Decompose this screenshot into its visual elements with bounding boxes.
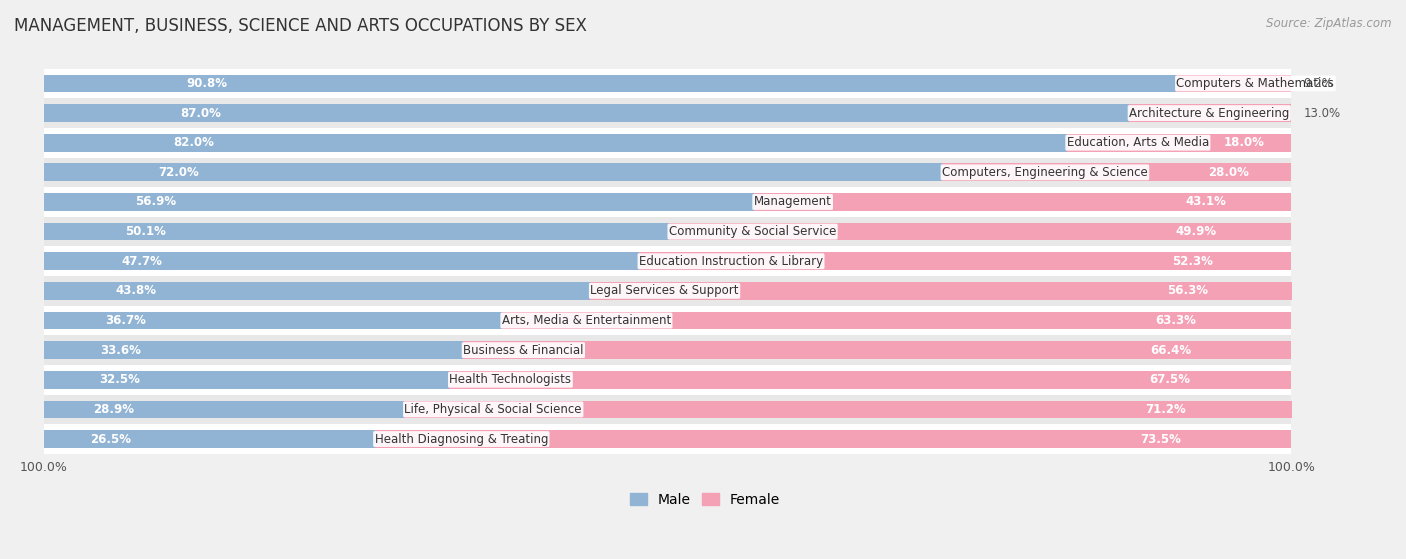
Text: Source: ZipAtlas.com: Source: ZipAtlas.com	[1267, 17, 1392, 30]
Text: 43.8%: 43.8%	[115, 285, 157, 297]
Bar	[405, 400, 1292, 418]
Bar	[44, 69, 1291, 98]
Bar	[44, 371, 450, 389]
Bar	[44, 335, 1291, 365]
Text: 100.0%: 100.0%	[1267, 461, 1315, 474]
Bar	[44, 74, 1177, 92]
Bar	[44, 163, 942, 181]
Text: 26.5%: 26.5%	[90, 433, 131, 446]
Bar	[44, 217, 1291, 247]
Bar	[44, 424, 1291, 454]
Text: Computers & Mathematics: Computers & Mathematics	[1177, 77, 1334, 90]
Text: 71.2%: 71.2%	[1144, 403, 1185, 416]
Text: 100.0%: 100.0%	[20, 461, 67, 474]
Text: Business & Financial: Business & Financial	[463, 344, 583, 357]
Bar	[1177, 74, 1291, 92]
Bar	[638, 252, 1291, 270]
Text: 13.0%: 13.0%	[1303, 107, 1341, 120]
Text: Education, Arts & Media: Education, Arts & Media	[1067, 136, 1209, 149]
Bar	[44, 222, 669, 240]
Text: 56.9%: 56.9%	[135, 196, 177, 209]
Text: 49.9%: 49.9%	[1175, 225, 1216, 238]
Bar	[1129, 104, 1291, 122]
Text: Education Instruction & Library: Education Instruction & Library	[638, 255, 823, 268]
Bar	[44, 311, 502, 329]
Bar	[44, 282, 591, 300]
Bar	[754, 193, 1291, 211]
Text: Architecture & Engineering: Architecture & Engineering	[1129, 107, 1289, 120]
Bar	[44, 98, 1291, 128]
Text: 36.7%: 36.7%	[105, 314, 146, 327]
Legend: Male, Female: Male, Female	[624, 487, 786, 512]
Bar	[44, 341, 463, 359]
Text: 63.3%: 63.3%	[1156, 314, 1197, 327]
Text: Health Technologists: Health Technologists	[450, 373, 571, 386]
Bar	[44, 365, 1291, 395]
Bar	[591, 282, 1292, 300]
Text: 32.5%: 32.5%	[98, 373, 139, 386]
Text: 43.1%: 43.1%	[1185, 196, 1226, 209]
Text: 50.1%: 50.1%	[125, 225, 166, 238]
Text: 33.6%: 33.6%	[101, 344, 142, 357]
Bar	[942, 163, 1291, 181]
Text: 9.2%: 9.2%	[1303, 77, 1333, 90]
Bar	[669, 222, 1291, 240]
Bar	[44, 104, 1129, 122]
Text: 72.0%: 72.0%	[157, 166, 198, 179]
Text: 90.8%: 90.8%	[186, 77, 228, 90]
Text: Legal Services & Support: Legal Services & Support	[591, 285, 738, 297]
Bar	[44, 430, 374, 448]
Bar	[44, 395, 1291, 424]
Text: 18.0%: 18.0%	[1223, 136, 1264, 149]
Text: Health Diagnosing & Treating: Health Diagnosing & Treating	[374, 433, 548, 446]
Text: 28.9%: 28.9%	[94, 403, 135, 416]
Text: 28.0%: 28.0%	[1208, 166, 1250, 179]
Text: Management: Management	[754, 196, 831, 209]
Text: 82.0%: 82.0%	[173, 136, 214, 149]
Bar	[44, 187, 1291, 217]
Bar	[463, 341, 1291, 359]
Text: 47.7%: 47.7%	[122, 255, 163, 268]
Bar	[44, 134, 1067, 151]
Bar	[44, 400, 405, 418]
Text: Life, Physical & Social Science: Life, Physical & Social Science	[405, 403, 582, 416]
Bar	[44, 306, 1291, 335]
Text: 52.3%: 52.3%	[1173, 255, 1213, 268]
Text: Computers, Engineering & Science: Computers, Engineering & Science	[942, 166, 1147, 179]
Text: 66.4%: 66.4%	[1150, 344, 1192, 357]
Text: 67.5%: 67.5%	[1149, 373, 1191, 386]
Text: 56.3%: 56.3%	[1167, 285, 1208, 297]
Bar	[502, 311, 1291, 329]
Bar	[1067, 134, 1291, 151]
Text: 73.5%: 73.5%	[1140, 433, 1181, 446]
Bar	[450, 371, 1291, 389]
Text: 87.0%: 87.0%	[180, 107, 221, 120]
Text: Community & Social Service: Community & Social Service	[669, 225, 837, 238]
Bar	[44, 158, 1291, 187]
Text: Arts, Media & Entertainment: Arts, Media & Entertainment	[502, 314, 671, 327]
Bar	[44, 276, 1291, 306]
Bar	[44, 252, 638, 270]
Bar	[44, 128, 1291, 158]
Bar	[44, 193, 754, 211]
Bar	[44, 247, 1291, 276]
Bar	[374, 430, 1291, 448]
Text: MANAGEMENT, BUSINESS, SCIENCE AND ARTS OCCUPATIONS BY SEX: MANAGEMENT, BUSINESS, SCIENCE AND ARTS O…	[14, 17, 586, 35]
